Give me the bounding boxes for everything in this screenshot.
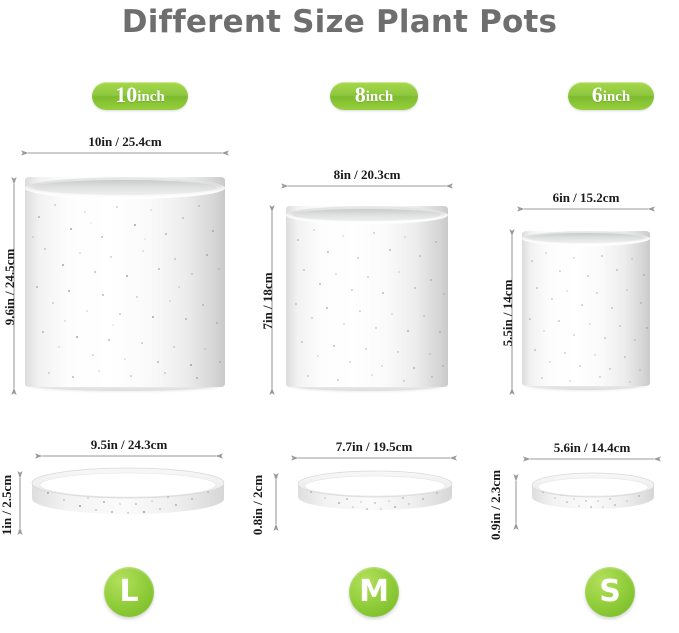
small-pot-illustration	[522, 231, 650, 390]
size-badge-6inch-number: 6	[591, 82, 603, 107]
large-pot-width-label: 10in / 25.4cm	[88, 134, 162, 149]
small-saucer-width-label: 5.6in / 14.4cm	[553, 440, 631, 455]
medium-pot-interior	[293, 209, 441, 221]
size-badge-10inch-unit: inch	[137, 88, 165, 105]
size-badge-10inch: 10 inch	[92, 82, 188, 110]
medium-saucer-width-label: 7.7in / 19.5cm	[335, 439, 413, 454]
medium-pot-height-label: 7in / 18cm	[260, 272, 275, 330]
large-pot-interior	[33, 180, 217, 195]
medium-saucer-shape	[297, 470, 453, 510]
size-badge-small-letter: S	[599, 574, 621, 609]
page-title: Different Size Plant Pots	[121, 4, 558, 40]
large-pot-speckle-texture	[32, 204, 221, 379]
small-saucer-shape	[531, 472, 655, 509]
size-badge-8inch-unit: inch	[365, 88, 394, 105]
large-pot-illustration	[25, 177, 225, 391]
medium-pot-width-label: 8in / 20.3cm	[333, 167, 401, 182]
size-badge-6inch-unit: inch	[602, 88, 631, 105]
small-pot-interior	[528, 233, 644, 243]
size-badge-large: L	[104, 567, 154, 617]
large-saucer-height-label: 1in / 2.5cm	[0, 474, 14, 536]
size-badge-6inch: 6 inch	[568, 82, 654, 110]
small-pot-body	[522, 231, 650, 386]
size-badge-8inch-number: 8	[354, 82, 366, 107]
medium-pot-body	[286, 206, 448, 387]
size-badge-small: S	[585, 567, 635, 617]
size-badge-medium-letter: M	[359, 574, 389, 609]
small-pot-width-label: 6in / 15.2cm	[552, 190, 620, 205]
large-pot-body	[25, 177, 225, 387]
size-badge-10inch-number: 10	[115, 82, 138, 107]
size-badge-8inch: 8 inch	[330, 82, 418, 110]
medium-saucer-height-label: 0.8in / 2cm	[250, 474, 265, 536]
large-saucer-width-label: 9.5in / 24.3cm	[90, 437, 168, 452]
small-saucer-illustration	[530, 472, 656, 522]
large-saucer-illustration	[30, 467, 226, 529]
large-pot-height-label: 9.6in / 24.5cm	[2, 248, 17, 326]
size-badge-medium: M	[349, 567, 399, 617]
small-pot-speckle-texture	[529, 252, 648, 383]
medium-saucer-illustration	[296, 470, 454, 524]
medium-pot-illustration	[286, 206, 448, 391]
small-pot-height-label: 5.5in / 14cm	[500, 279, 515, 347]
size-badge-large-letter: L	[119, 574, 139, 609]
medium-pot-speckle-texture	[295, 229, 445, 382]
large-saucer-shape	[31, 467, 225, 514]
small-saucer-height-label: 0.9in / 2.3cm	[488, 469, 503, 541]
